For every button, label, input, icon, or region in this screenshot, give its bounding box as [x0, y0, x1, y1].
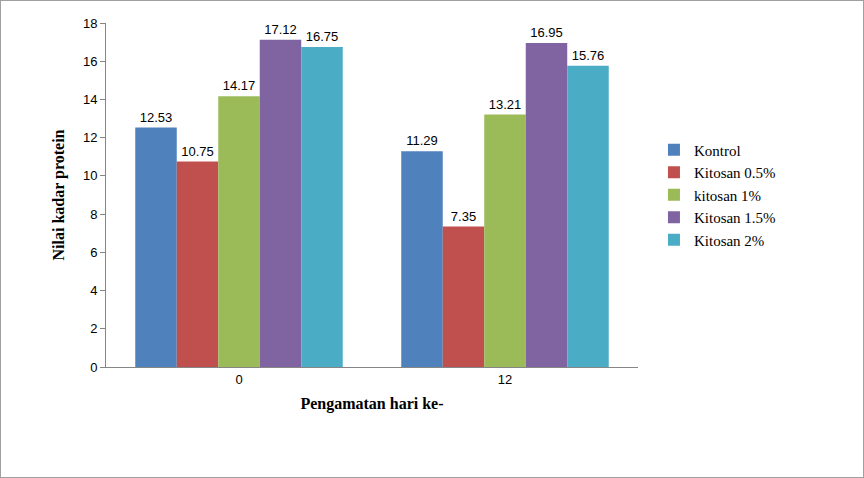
svg-text:Kitosan 2%: Kitosan 2%	[694, 233, 764, 249]
svg-text:10: 10	[83, 168, 97, 183]
svg-text:10.75: 10.75	[181, 144, 214, 159]
svg-text:16.75: 16.75	[306, 29, 339, 44]
svg-text:2: 2	[90, 321, 97, 336]
svg-text:Kontrol: Kontrol	[694, 143, 741, 159]
svg-text:7.35: 7.35	[451, 209, 476, 224]
svg-text:14.17: 14.17	[223, 78, 256, 93]
svg-text:12: 12	[498, 372, 512, 387]
svg-text:12: 12	[83, 130, 97, 145]
svg-text:kitosan 1%: kitosan 1%	[694, 188, 761, 204]
svg-text:17.12: 17.12	[264, 22, 297, 37]
svg-text:6: 6	[90, 245, 97, 260]
svg-text:12.53: 12.53	[140, 110, 173, 125]
svg-text:16: 16	[83, 54, 97, 69]
svg-text:0: 0	[90, 360, 97, 375]
svg-text:15.76: 15.76	[572, 48, 605, 63]
svg-text:Pengamatan hari ke-: Pengamatan hari ke-	[300, 395, 443, 413]
svg-text:18: 18	[83, 16, 97, 31]
svg-text:11.29: 11.29	[406, 133, 438, 148]
svg-text:13.21: 13.21	[489, 97, 522, 112]
svg-text:Kitosan 0.5%: Kitosan 0.5%	[694, 165, 776, 181]
svg-text:8: 8	[90, 207, 97, 222]
svg-text:16.95: 16.95	[530, 25, 563, 40]
svg-text:Nilai kadar protein: Nilai kadar protein	[50, 129, 68, 260]
svg-text:0: 0	[235, 372, 242, 387]
svg-text:4: 4	[90, 283, 97, 298]
svg-text:14: 14	[83, 92, 97, 107]
svg-text:Kitosan 1.5%: Kitosan 1.5%	[694, 210, 776, 226]
